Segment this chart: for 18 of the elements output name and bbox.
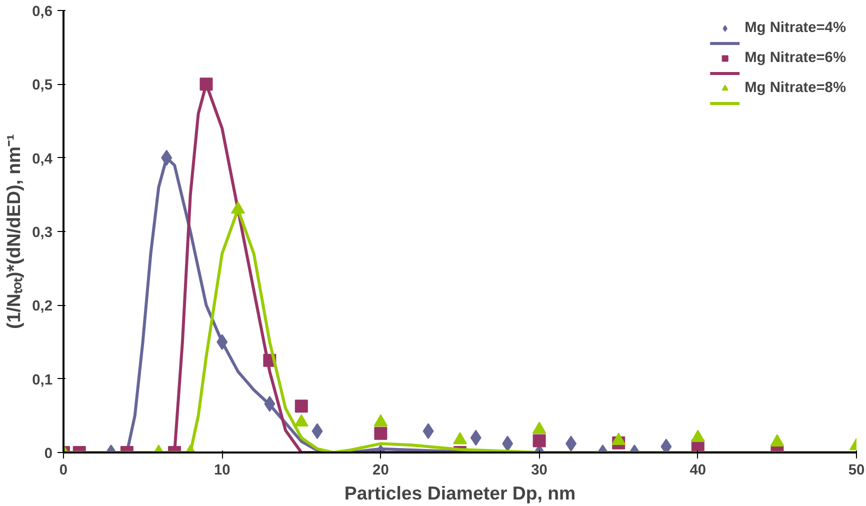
y-tick-label: 0,6 <box>32 4 52 20</box>
x-tick-label: 50 <box>848 462 865 478</box>
x-tick-label: 0 <box>59 462 68 478</box>
y-tick-label: 0,2 <box>32 298 52 315</box>
x-tick-label: 20 <box>372 462 389 478</box>
y-axis-title: (1/Nₜₒₜ)*(dN/dED), nm⁻¹ <box>3 134 24 329</box>
legend-label: Mg Nitrate=8% <box>744 80 846 96</box>
legend-label: Mg Nitrate=4% <box>744 20 846 36</box>
y-tick-label: 0,1 <box>32 372 52 388</box>
y-tick-label: 0 <box>44 446 53 462</box>
x-tick-label: 40 <box>690 462 706 478</box>
y-tick-label: 0,5 <box>32 78 52 94</box>
x-tick-label: 30 <box>531 462 548 478</box>
y-tick-label: 0,4 <box>32 151 54 168</box>
y-tick-label: 0,3 <box>32 225 52 241</box>
legend-label: Mg Nitrate=6% <box>744 50 846 66</box>
x-tick-label: 10 <box>214 462 230 478</box>
x-axis-title: Particles Diameter Dp, nm <box>344 482 576 504</box>
